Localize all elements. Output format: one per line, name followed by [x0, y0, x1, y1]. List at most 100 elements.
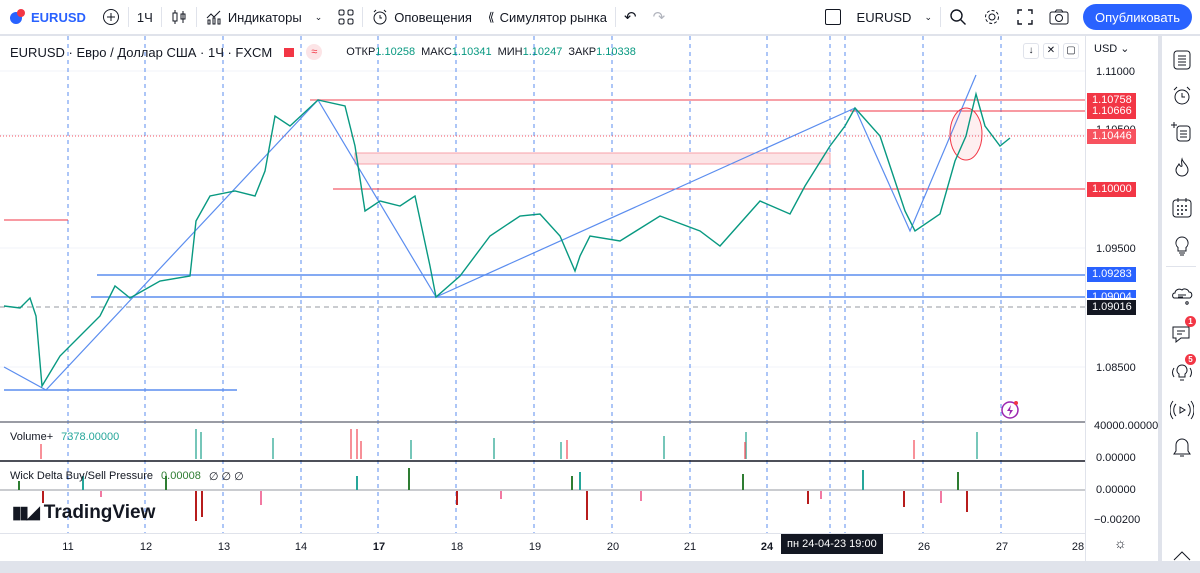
alerts-panel-button[interactable]: [1170, 84, 1194, 108]
calendar-icon: [1172, 198, 1192, 218]
search-button[interactable]: [941, 0, 975, 35]
top-toolbar: EURUSD 1Ч Индикаторы ⌄ Оповещения ⟪ Симу…: [0, 0, 1200, 35]
currency-selector[interactable]: USD ⌄: [1094, 43, 1130, 55]
gear-icon: [984, 10, 999, 24]
plus-circle-icon: [102, 9, 119, 25]
bell-icon: [1173, 438, 1191, 457]
collapse-sidebar-button[interactable]: [1170, 544, 1194, 568]
chart-type-button[interactable]: [162, 0, 196, 35]
add-watchlist-button[interactable]: [1170, 120, 1194, 144]
time-axis[interactable]: 11 12 13 14 17 18 19 20 21 24 пн 24-04-2…: [0, 533, 1085, 561]
tv-logo-icon: ▮▮◢: [12, 503, 40, 522]
candles-icon: [172, 10, 186, 24]
chart-area[interactable]: EURUSD · Евро / Доллар США · 1Ч · FXCM ≈…: [0, 36, 1158, 561]
layout-name-button[interactable]: EURUSD ⌄: [849, 0, 940, 35]
undo-button[interactable]: ↶: [616, 0, 645, 35]
crosshair-time-tag: пн 24-04-23 19:00: [781, 534, 883, 554]
layout-button[interactable]: [817, 0, 849, 35]
chat-icon: [1172, 326, 1190, 344]
chevron-up-icon: [1173, 551, 1191, 561]
messages-button[interactable]: 1: [1170, 316, 1196, 346]
volume-axis-tick: 0.00000: [1096, 452, 1136, 464]
broadcast-play-icon: [1169, 400, 1195, 420]
alerts-button[interactable]: Оповещения: [363, 0, 480, 35]
chevron-down-icon: ⌄: [924, 11, 932, 22]
wick-delta-title: Wick Delta Buy/Sell Pressure: [10, 470, 154, 482]
divider: [362, 7, 364, 27]
watchlist-button[interactable]: [1170, 48, 1194, 72]
time-tick: 20: [606, 541, 620, 553]
volume-axis-tick: 40000.00000: [1094, 420, 1159, 432]
hotlists-button[interactable]: [1170, 156, 1194, 180]
undo-icon: ↶: [624, 9, 637, 26]
notifications-button[interactable]: [1170, 436, 1194, 460]
volume-title: Volume+: [10, 431, 54, 443]
chat-badge: 1: [1185, 316, 1196, 327]
wick-axis-tick: −0.00200: [1094, 514, 1141, 526]
chats-button[interactable]: [1170, 284, 1194, 308]
fullscreen-button[interactable]: [1009, 0, 1041, 35]
time-tick: 21: [683, 541, 697, 553]
replay-label: Симулятор рынка: [499, 9, 608, 25]
layout-symbol-label: EURUSD: [856, 9, 912, 25]
sun-gear-icon: ☼: [1114, 535, 1127, 551]
divider: [615, 7, 617, 27]
collapse-icon: ✕: [1046, 45, 1056, 56]
compare-button[interactable]: [94, 0, 128, 35]
settings-button[interactable]: [975, 0, 1009, 35]
templates-button[interactable]: [330, 0, 362, 35]
wick-delta-value: 0.00008: [161, 470, 201, 482]
time-tick: 11: [62, 541, 74, 553]
right-sidebar: 1 5: [1162, 36, 1200, 561]
legend-title: EURUSD · Евро / Доллар США · 1Ч · FXCM: [10, 44, 273, 60]
divider: [1166, 266, 1196, 267]
replay-button[interactable]: ⟪ Симулятор рынка: [480, 0, 615, 35]
grid-icon: [338, 9, 354, 25]
current-price-tag: 1.10446: [1087, 129, 1136, 144]
time-tick: 28: [1071, 541, 1085, 553]
wick-axis-tick: 0.00000: [1096, 484, 1136, 496]
alarm-clock-icon: [373, 9, 387, 25]
redo-button[interactable]: ↷: [645, 0, 674, 35]
ideas-badge: 5: [1185, 354, 1196, 365]
ohlc-values: ОТКР1.10258 МАКС1.10341 МИН1.10247 ЗАКР1…: [346, 46, 636, 58]
price-tick: 1.09500: [1096, 243, 1136, 255]
ideas-button[interactable]: [1170, 234, 1194, 258]
symbol-search-button[interactable]: EURUSD: [0, 0, 94, 35]
flag-icon: [10, 9, 25, 24]
interval-button[interactable]: 1Ч: [129, 0, 161, 35]
calendar-button[interactable]: [1170, 196, 1194, 220]
axis-settings-button[interactable]: ☼: [1114, 535, 1127, 551]
indicators-button[interactable]: Индикаторы ⌄: [197, 0, 330, 35]
ideas-stream-button[interactable]: 5: [1170, 354, 1196, 384]
maximize-button[interactable]: ▢: [1063, 43, 1079, 59]
price-tag: 1.09004: [1087, 290, 1136, 298]
symbol-legend[interactable]: EURUSD · Евро / Доллар США · 1Ч · FXCM ≈…: [10, 44, 636, 60]
volume-legend[interactable]: Volume+ 7378.00000: [10, 431, 119, 443]
indicators-label: Индикаторы: [227, 9, 302, 25]
time-tick: 27: [995, 541, 1009, 553]
chart-canvas[interactable]: [0, 36, 1085, 533]
streams-button[interactable]: [1169, 398, 1195, 422]
price-axis[interactable]: USD ⌄ 1.11000 1.10500 1.09500 1.08500 1.…: [1085, 36, 1158, 561]
crosshair-price-tag: 1.09016: [1087, 300, 1136, 315]
collapse-button[interactable]: ✕: [1043, 43, 1059, 59]
chevron-down-icon: ⌄: [314, 11, 323, 22]
wick-delta-extras: ∅ ∅ ∅: [208, 471, 244, 483]
wick-delta-legend[interactable]: Wick Delta Buy/Sell Pressure 0.00008 ∅ ∅…: [10, 470, 244, 483]
arrow-down-icon: ↓: [1028, 45, 1034, 56]
time-tick: 26: [917, 541, 931, 553]
price-tag: 1.09283: [1087, 267, 1136, 282]
divider: [195, 7, 197, 27]
move-down-button[interactable]: ↓: [1023, 43, 1039, 59]
time-tick: 19: [528, 541, 542, 553]
square-icon: [824, 9, 841, 25]
publish-button[interactable]: Опубликовать: [1082, 4, 1192, 30]
thought-bubble-icon: [1172, 288, 1193, 305]
snapshot-button[interactable]: [1041, 0, 1077, 35]
time-tick: 12: [139, 541, 153, 553]
price-tick: 1.08500: [1096, 362, 1136, 374]
lightning-icon: [1001, 401, 1019, 419]
alerts-label: Оповещения: [394, 9, 472, 25]
tradingview-logo[interactable]: ▮▮◢ TradingView: [12, 502, 155, 524]
